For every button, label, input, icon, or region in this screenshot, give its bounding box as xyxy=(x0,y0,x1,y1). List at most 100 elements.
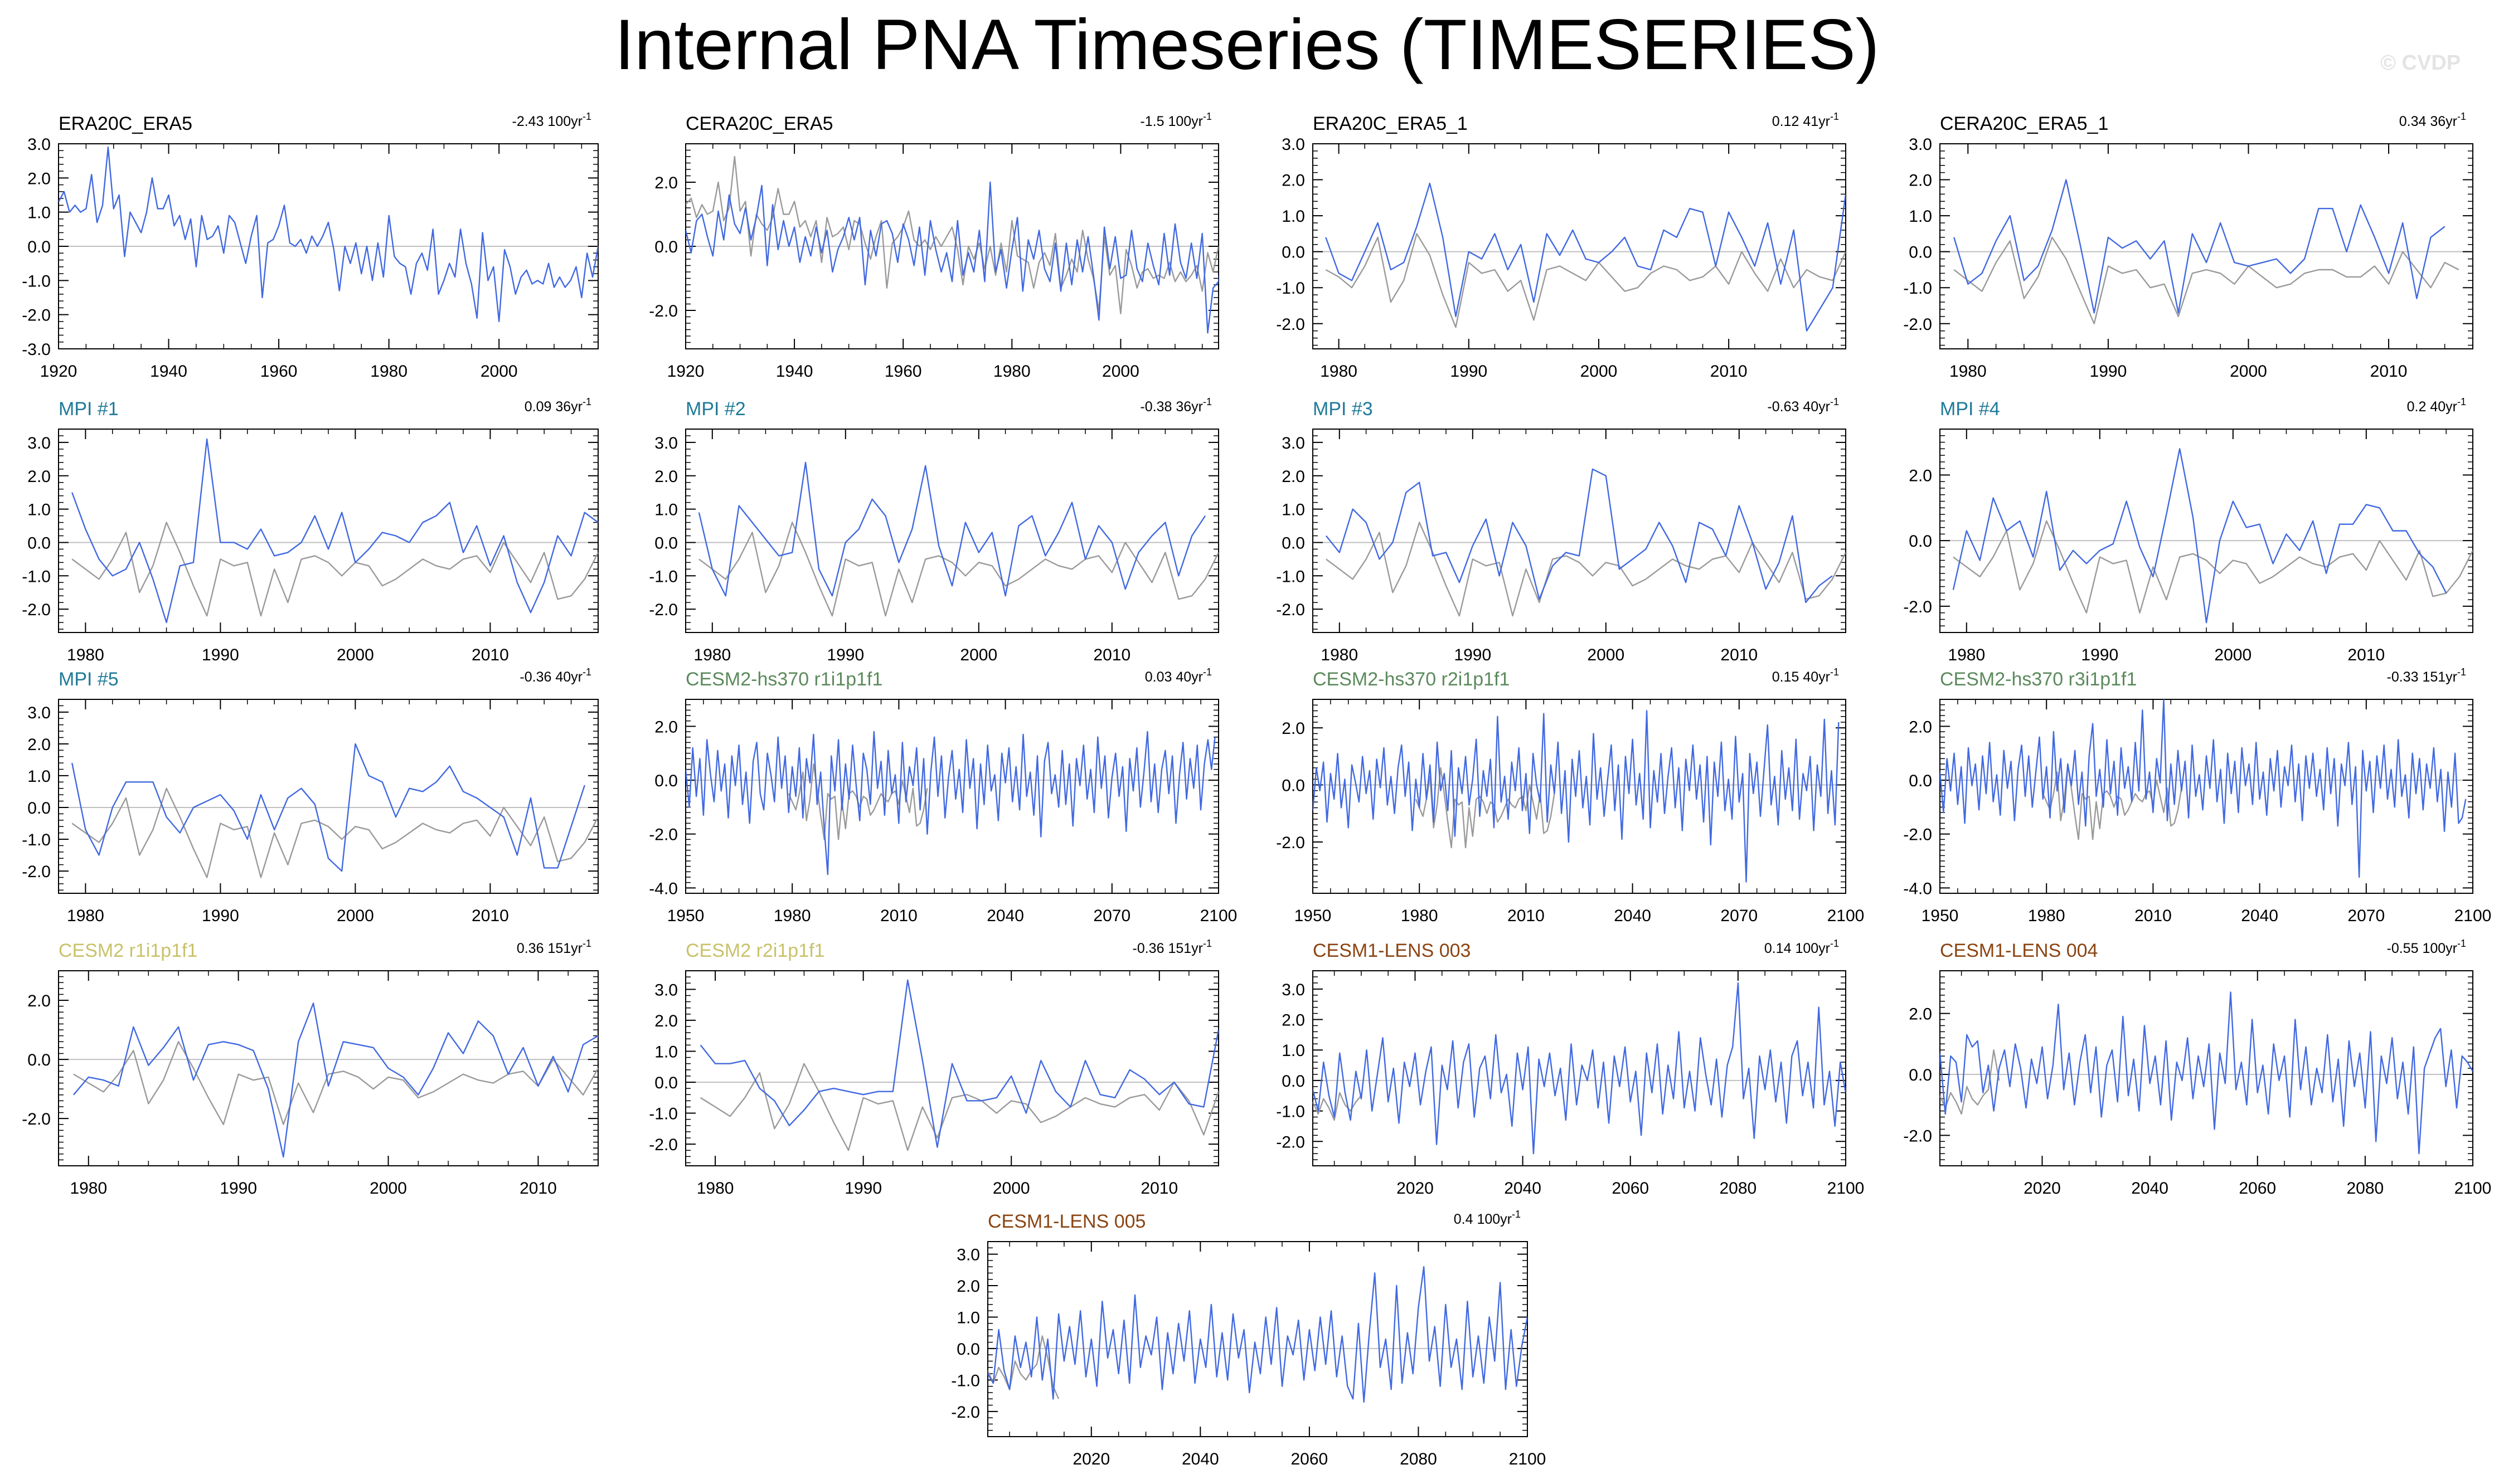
trend-unit: 151yr xyxy=(2422,669,2457,685)
panel-12: 2.0 0.0 -2.0 -4.0 1950 1980 2010 2040 2070 2100 CE… xyxy=(1903,666,2491,925)
x-tick-label: 1980 xyxy=(370,362,407,381)
y-tick-label: 0.0 xyxy=(654,1074,678,1092)
panel-title: CESM1-LENS 003 xyxy=(1313,940,1471,961)
trend-unit: 40yr xyxy=(2430,399,2457,415)
trend-exponent: -1 xyxy=(1203,111,1212,122)
y-tick-label: -2.0 xyxy=(1903,1127,1932,1145)
x-tick-label: 1990 xyxy=(1450,362,1487,381)
x-tick-label: 2010 xyxy=(2347,646,2385,664)
panel-1: 3.0 2.0 1.0 0.0 -1.0 -2.0 -3.0 1920 1940 1960 1980… xyxy=(22,111,599,381)
y-tick-label: -2.0 xyxy=(1276,1133,1305,1151)
y-tick-label: 2.0 xyxy=(1909,718,1932,736)
y-tick-label: -4.0 xyxy=(1903,879,1932,898)
obs-series-line xyxy=(1313,1092,1362,1121)
x-tick-label: 1980 xyxy=(774,907,811,925)
x-tick-label: 2010 xyxy=(880,907,918,925)
y-tick-label: 0.0 xyxy=(654,238,678,256)
x-tick-label: 2020 xyxy=(2024,1179,2061,1198)
x-tick-label: 2100 xyxy=(1509,1450,1546,1468)
trend-exponent: -1 xyxy=(2457,938,2466,949)
trend-space xyxy=(2426,399,2430,415)
x-tick-label: 1980 xyxy=(693,646,731,664)
y-tick-label: -2.0 xyxy=(22,863,51,881)
model-series-line xyxy=(1940,991,2473,1155)
y-tick-label: 0.0 xyxy=(27,799,51,818)
y-tick-label: 1.0 xyxy=(27,767,51,786)
y-tick-label: 1.0 xyxy=(1282,1042,1305,1060)
panel-9: 3.0 2.0 1.0 0.0 -1.0 -2.0 1980 1990 2000 2010 MPI … xyxy=(22,666,599,925)
trend-space xyxy=(1172,669,1176,685)
trend-exponent: -1 xyxy=(1203,666,1212,678)
trend-space xyxy=(1164,941,1168,956)
y-tick-label: -4.0 xyxy=(649,879,678,898)
x-tick-label: 1990 xyxy=(202,907,239,925)
y-tick-label: 2.0 xyxy=(654,468,678,486)
y-tick-label: 2.0 xyxy=(654,1012,678,1030)
y-tick-label: 0.0 xyxy=(1909,244,1932,262)
obs-series-line xyxy=(71,522,598,617)
panel-8: 2.0 0.0 -2.0 1980 1990 2000 2010 MPI #4 0.2 40yr… xyxy=(1903,396,2473,664)
trend-value: 0.03 xyxy=(1145,669,1172,685)
x-tick-label: 1990 xyxy=(1454,646,1491,664)
trend-value: -1.5 xyxy=(1140,114,1164,129)
x-tick-label: 1980 xyxy=(70,1179,107,1198)
model-series-line xyxy=(700,979,1219,1148)
panel-title: ERA20C_ERA5 xyxy=(59,113,192,134)
trend-unit: 151yr xyxy=(1168,941,1203,956)
trend-annotation: -0.36 151yr-1 xyxy=(1133,938,1212,956)
plot-frame xyxy=(685,699,1219,894)
x-tick-label: 2080 xyxy=(1719,1179,1757,1198)
model-series-line xyxy=(1953,179,2446,314)
y-tick-label: 0.0 xyxy=(654,772,678,790)
model-series-line xyxy=(686,181,1219,334)
y-tick-label: -2.0 xyxy=(1903,315,1932,334)
x-tick-label: 1920 xyxy=(667,362,705,381)
trend-exponent: -1 xyxy=(2457,111,2466,122)
panel-2: 2.0 0.0 -2.0 1920 1940 1960 1980 2000 CERA20C_ER… xyxy=(649,111,1219,381)
x-tick-label: 2000 xyxy=(960,646,997,664)
x-tick-label: 2060 xyxy=(2239,1179,2276,1198)
model-series-line xyxy=(1325,182,1846,332)
trend-space xyxy=(544,114,547,129)
trend-space xyxy=(551,399,555,415)
x-tick-label: 2000 xyxy=(1587,646,1624,664)
model-series-line xyxy=(71,438,598,624)
trend-value: 0.15 xyxy=(1772,669,1799,685)
x-tick-label: 2010 xyxy=(1710,362,1748,381)
x-tick-label: 2060 xyxy=(1291,1450,1328,1468)
x-tick-label: 2040 xyxy=(2131,1179,2168,1198)
trend-exponent: -1 xyxy=(583,666,591,678)
x-tick-label: 2010 xyxy=(520,1179,557,1198)
obs-series-line xyxy=(1953,520,2473,614)
model-series-line xyxy=(1952,448,2447,624)
plot-frame xyxy=(58,970,599,1166)
trend-value: 0.12 xyxy=(1772,114,1799,129)
panel-3: 3.0 2.0 1.0 0.0 -1.0 -2.0 1980 1990 2000 2010 ERA2… xyxy=(1276,111,1846,381)
panel-10: 2.0 0.0 -2.0 -4.0 1950 1980 2010 2040 2070 2100 CE… xyxy=(649,666,1237,925)
y-tick-label: 0.0 xyxy=(1282,534,1305,552)
y-tick-label: -1.0 xyxy=(22,831,51,849)
trend-annotation: 0.15 40yr-1 xyxy=(1772,666,1839,685)
y-tick-label: 0.0 xyxy=(27,1051,51,1069)
y-tick-label: 3.0 xyxy=(1282,981,1305,999)
y-tick-label: 2.0 xyxy=(654,718,678,736)
trend-unit: 36yr xyxy=(555,399,583,415)
panel-title: MPI #1 xyxy=(59,398,119,420)
y-tick-label: 2.0 xyxy=(1909,466,1932,485)
y-tick-label: 3.0 xyxy=(1282,434,1305,453)
model-series-line xyxy=(59,146,598,323)
y-tick-label: 0.0 xyxy=(957,1340,980,1359)
trend-annotation: -0.36 40yr-1 xyxy=(520,666,591,685)
plot-frame xyxy=(1939,143,2473,349)
panel-7: 3.0 2.0 1.0 0.0 -1.0 -2.0 1980 1990 2000 2010 MPI … xyxy=(1276,396,1846,664)
model-series-line xyxy=(1325,468,1833,604)
panel-title: MPI #3 xyxy=(1313,398,1373,420)
trend-value: 0.4 xyxy=(1454,1211,1473,1227)
x-tick-label: 1990 xyxy=(202,646,239,664)
x-tick-label: 1980 xyxy=(1949,362,1987,381)
trend-annotation: 0.36 151yr-1 xyxy=(517,938,591,956)
trend-exponent: -1 xyxy=(1512,1209,1521,1220)
panel-11: 2.0 0.0 -2.0 1950 1980 2010 2040 2070 2100 CESM2-… xyxy=(1276,666,1864,925)
y-tick-label: 0.0 xyxy=(1909,532,1932,551)
trend-exponent: -1 xyxy=(2457,396,2466,407)
